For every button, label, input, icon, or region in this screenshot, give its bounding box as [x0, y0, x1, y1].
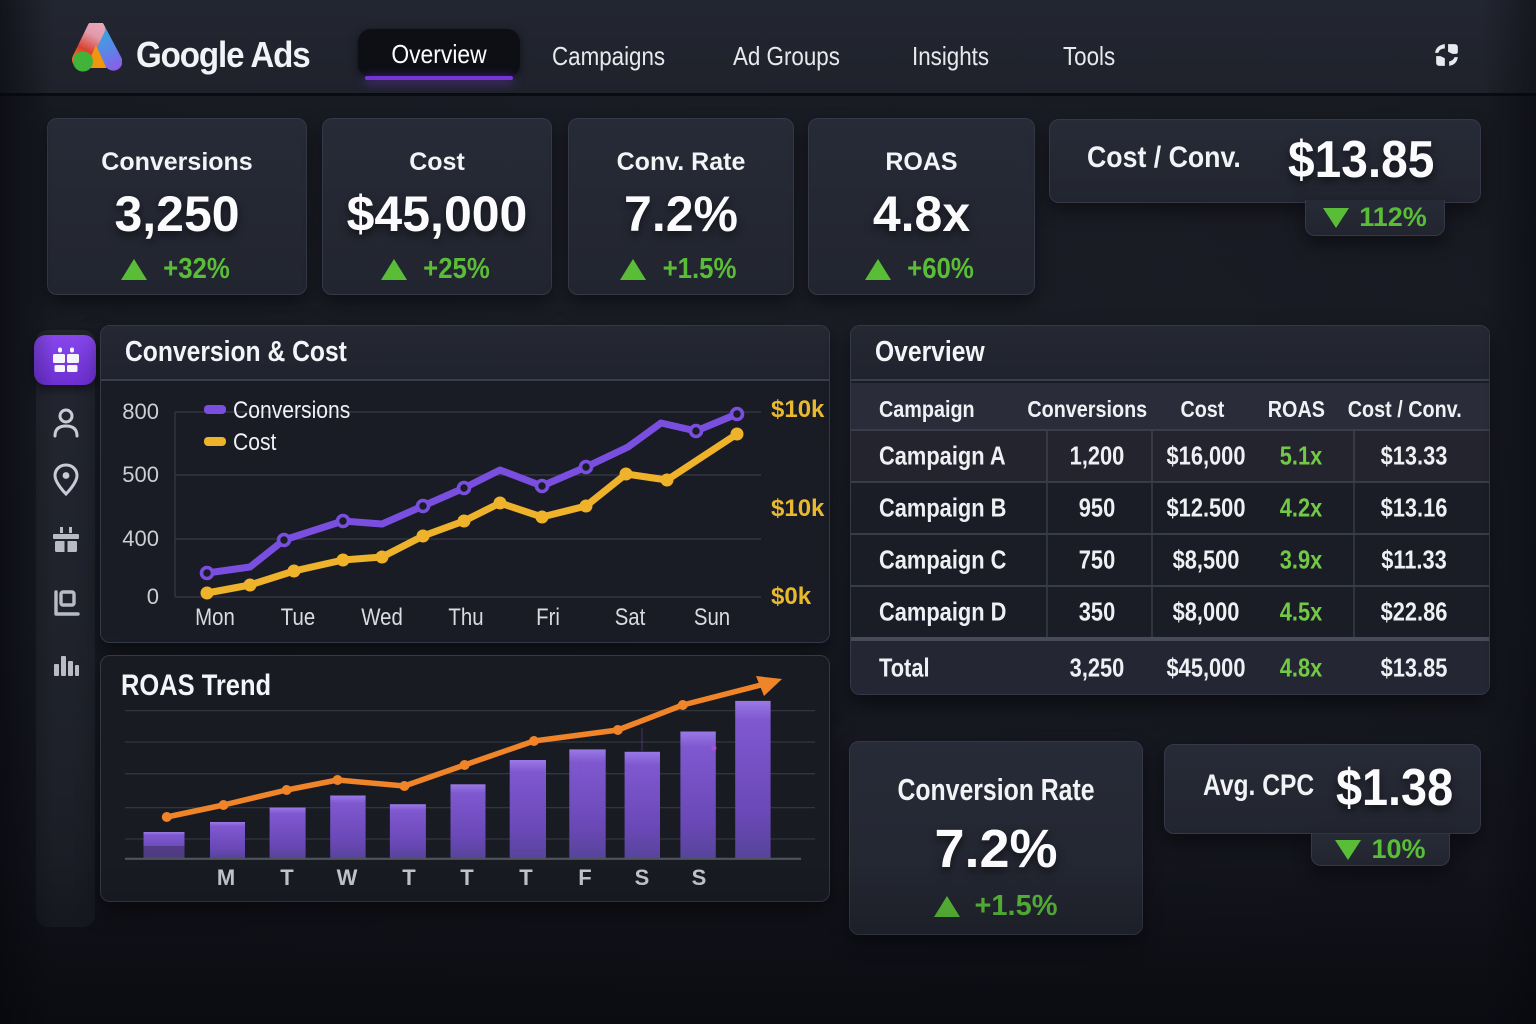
svg-text:Mon: Mon [195, 603, 235, 630]
svg-text:0: 0 [147, 584, 159, 609]
svg-text:$0k: $0k [771, 583, 812, 610]
svg-text:T: T [402, 865, 416, 890]
svg-text:400: 400 [122, 526, 159, 551]
svg-text:T: T [519, 865, 533, 890]
svg-text:Thu: Thu [448, 603, 483, 630]
svg-text:$10k: $10k [771, 495, 825, 522]
svg-text:Wed: Wed [361, 603, 403, 630]
svg-text:T: T [280, 865, 294, 890]
svg-text:S: S [635, 865, 650, 890]
svg-text:S: S [692, 865, 707, 890]
svg-text:$10k: $10k [771, 396, 825, 423]
svg-text:Cost: Cost [233, 429, 277, 456]
svg-text:800: 800 [122, 399, 159, 424]
svg-text:Sat: Sat [615, 603, 646, 630]
svg-text:Fri: Fri [536, 603, 560, 630]
svg-text:F: F [578, 865, 591, 890]
svg-text:M: M [217, 865, 235, 890]
svg-text:500: 500 [122, 462, 159, 487]
svg-text:W: W [337, 865, 358, 890]
svg-text:Sun: Sun [694, 603, 730, 630]
svg-text:ROAS Trend: ROAS Trend [121, 668, 271, 701]
svg-text:Conversions: Conversions [233, 397, 350, 424]
svg-text:T: T [460, 865, 474, 890]
svg-text:Tue: Tue [281, 603, 315, 630]
